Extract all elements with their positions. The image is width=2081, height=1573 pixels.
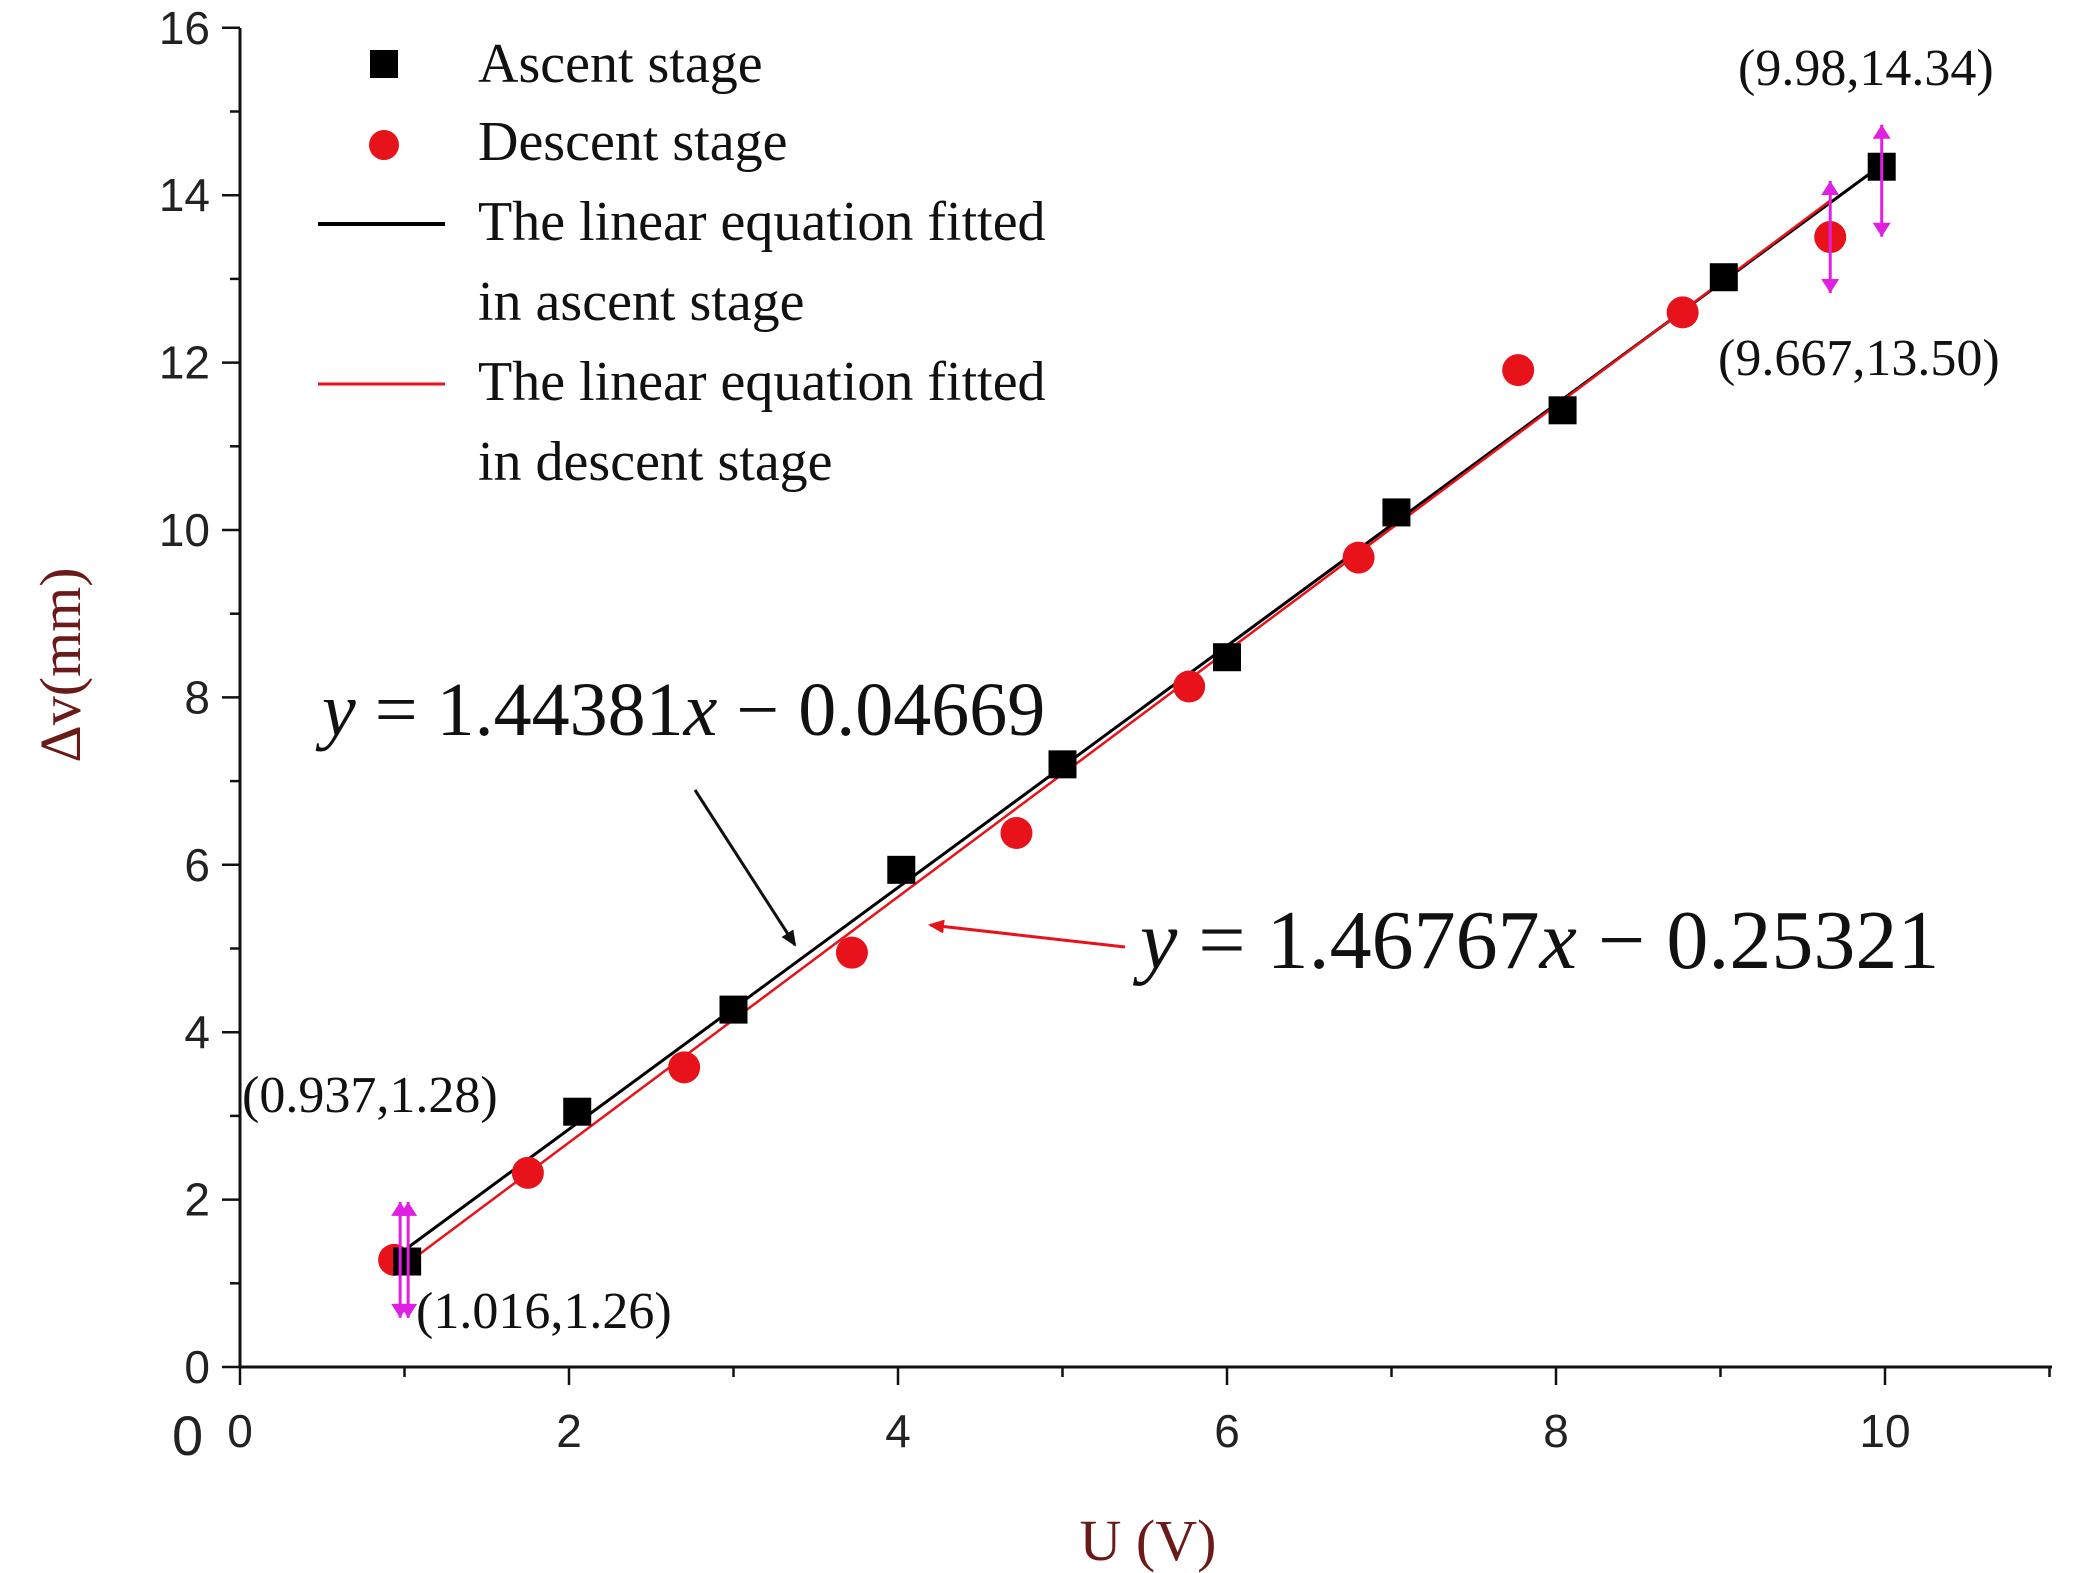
x-tick-label: 6 [1214, 1405, 1240, 1457]
x-tick-label: 2 [556, 1405, 582, 1457]
equation-descent-arrow [928, 919, 1126, 949]
annotation-bottom-descent: (0.937,1.28) [242, 1067, 498, 1124]
error-marker-top-descent-head-down [1821, 279, 1840, 294]
descent-point [835, 936, 868, 969]
x-tick-label: 4 [885, 1405, 911, 1457]
equation-descent: y = 1.46767x − 0.25321 [1132, 894, 1939, 987]
x-ticks: 0 2 4 6 8 10 [227, 1367, 2051, 1457]
legend-fit-ascent-label-1: The linear equation fitted [478, 191, 1046, 253]
ascent-point [1048, 750, 1077, 779]
descent-point [1173, 670, 1206, 703]
y-tick-label: 12 [159, 337, 210, 389]
annotation-top-ascent: (9.98,14.34) [1738, 40, 1994, 97]
error-marker-top-descent-head-up [1821, 181, 1840, 196]
annotation-top-descent: (9.667,13.50) [1718, 330, 2000, 387]
error-marker-top-descent [1821, 181, 1840, 294]
equation-ascent-arrow [693, 789, 797, 947]
ascent-points [393, 152, 1896, 1276]
y-ticks: 0 2 4 6 8 10 12 14 16 [159, 2, 240, 1393]
annotation-bottom-ascent: (1.016,1.26) [416, 1283, 672, 1340]
y-tick-label: 14 [159, 169, 210, 221]
error-markers [391, 124, 1891, 1318]
y-tick-label: 0 [184, 1341, 210, 1393]
descent-point [1000, 816, 1033, 849]
legend-ascent-label: Ascent stage [478, 33, 763, 95]
error-marker-top-ascent-head-down [1872, 222, 1891, 237]
error-marker-bottom-ascent-head-up [399, 1201, 418, 1216]
descent-point [1342, 541, 1375, 574]
y-tick-label: 16 [159, 2, 210, 54]
y-tick-label: 8 [184, 671, 210, 723]
ascent-point [1709, 263, 1738, 292]
ascent-point [1213, 643, 1241, 672]
equation-descent-x: x [1538, 894, 1577, 987]
y-tick-label: 10 [159, 504, 210, 556]
legend-fit-descent-label-1: The linear equation fitted [478, 351, 1046, 413]
error-marker-top-ascent [1872, 124, 1891, 237]
descent-point [668, 1051, 701, 1084]
y-tick-label: 4 [184, 1006, 210, 1058]
error-marker-bottom-ascent-head-down [399, 1303, 418, 1318]
axes: 0 2 4 6 8 10 12 14 16 0 2 4 6 8 10 0 [159, 2, 2052, 1467]
ascent-point [719, 995, 748, 1024]
y-axis-title: Δv(mm) [28, 567, 93, 762]
legend-descent-marker [369, 130, 399, 160]
legend-descent-label: Descent stage [478, 111, 787, 173]
equation-ascent-part2: − 0.04669 [717, 668, 1045, 752]
equation-descent-part1: = 1.46767 [1177, 894, 1539, 987]
descent-point [1502, 354, 1535, 387]
y-tick-label: 2 [184, 1174, 210, 1226]
x-tick-label: 8 [1543, 1405, 1569, 1457]
descent-point [1666, 296, 1699, 329]
legend-fit-descent-label-2: in descent stage [478, 431, 833, 493]
ascent-point [887, 855, 916, 884]
equation-ascent-part1: = 1.44381 [356, 668, 684, 752]
error-marker-bottom-ascent [399, 1201, 418, 1318]
descent-point [511, 1156, 544, 1189]
origin-label: 0 [172, 1404, 203, 1467]
x-tick-label: 10 [1859, 1405, 1910, 1457]
y-tick-label: 6 [184, 839, 210, 891]
ascent-point [1382, 498, 1411, 527]
ascent-point [563, 1097, 592, 1126]
equation-ascent-x: x [683, 668, 718, 752]
ascent-point [1548, 396, 1577, 425]
x-tick-label: 0 [227, 1405, 253, 1457]
fit-line-descent [393, 199, 1831, 1275]
fit-lines [393, 163, 1883, 1275]
equation-ascent: y = 1.44381x − 0.04669 [315, 668, 1045, 752]
equation-descent-y: y [1132, 894, 1178, 987]
equation-descent-part2: − 0.25321 [1577, 894, 1939, 987]
legend: Ascent stage Descent stage The linear eq… [318, 33, 1046, 493]
legend-fit-ascent-label-2: in ascent stage [478, 271, 805, 333]
equation-ascent-y: y [315, 668, 356, 752]
error-marker-top-ascent-head-up [1872, 124, 1891, 139]
x-axis-title: U (V) [1080, 1508, 1217, 1573]
legend-ascent-marker [370, 50, 398, 78]
